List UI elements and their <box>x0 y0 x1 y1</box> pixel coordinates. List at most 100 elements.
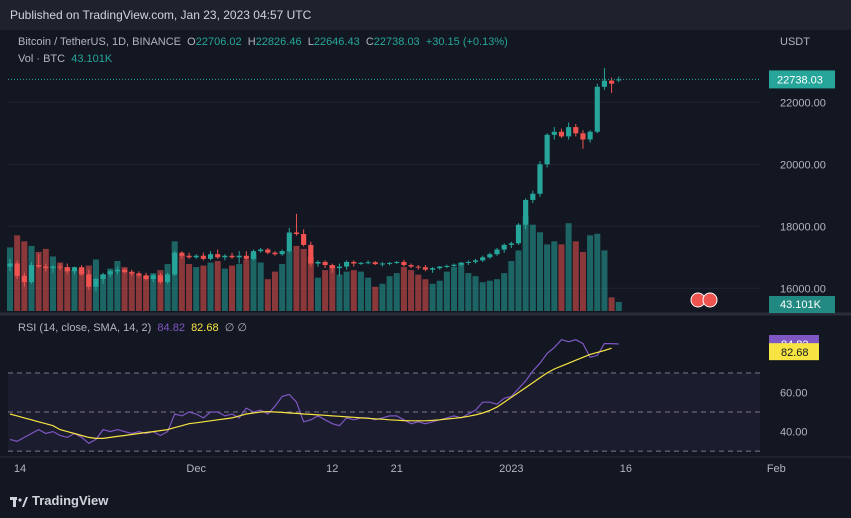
volume-bar-44 <box>322 270 329 311</box>
volume-bar-7 <box>57 262 64 311</box>
time-axis-tick-3: 21 <box>391 463 403 475</box>
candle-body-47 <box>344 261 350 267</box>
candle-body-50 <box>365 262 371 264</box>
tradingview-logo[interactable]: TradingView <box>10 493 108 508</box>
time-axis-tick-2: 12 <box>326 463 338 475</box>
rsi-band-fill <box>8 372 760 452</box>
volume-bar-21 <box>157 270 164 311</box>
candle-body-60 <box>437 266 443 269</box>
candle-body-0 <box>7 263 13 267</box>
published-bar: Published on TradingView.com, Jan 23, 20… <box>0 0 851 30</box>
volume-bar-34 <box>250 253 257 311</box>
rsi-line <box>9 339 619 445</box>
candle-body-12 <box>93 279 99 287</box>
candle-body-36 <box>265 249 271 253</box>
change-value: +30.15 (+0.13%) <box>425 36 508 48</box>
candle-body-46 <box>336 266 343 269</box>
rsi-axis-tick-1: 40.00 <box>780 427 808 439</box>
close-value: 22738.03 <box>373 36 420 48</box>
volume-bar-13 <box>100 274 107 311</box>
volume-bar-38 <box>279 264 286 311</box>
volume-value: 43.101K <box>71 53 113 65</box>
symbol-title: Bitcoin / TetherUS, 1D, BINANCE <box>18 36 182 48</box>
candle-body-67 <box>487 254 493 258</box>
rsi-extra: ∅ ∅ <box>224 322 247 334</box>
candle-body-23 <box>172 252 178 275</box>
volume-bar-15 <box>114 261 121 311</box>
volume-legend[interactable]: Vol · BTC 43.101K <box>18 53 112 65</box>
volume-bar-67 <box>486 280 493 311</box>
candle-body-41 <box>301 234 307 245</box>
volume-bar-14 <box>107 268 114 311</box>
candle-body-81 <box>587 131 593 140</box>
volume-bar-24 <box>178 254 185 311</box>
candle-body-44 <box>322 261 328 266</box>
volume-bar-43 <box>314 277 321 311</box>
candlesticks <box>7 68 760 292</box>
candle-body-73 <box>530 193 536 200</box>
price-chart[interactable]: USDT 22000.00 20000.00 18000.00 16000.00 60.0… <box>0 30 851 485</box>
volume-bar-8 <box>64 267 71 311</box>
candle-body-65 <box>472 260 479 262</box>
candle-body-31 <box>229 255 235 258</box>
candle-body-20 <box>150 275 156 279</box>
candle-body-10 <box>79 267 85 275</box>
candle-body-72 <box>523 199 529 225</box>
volume-bar-6 <box>49 256 56 311</box>
volume-bar-17 <box>128 271 135 311</box>
volume-bar-69 <box>501 273 508 311</box>
candle-body-58 <box>422 267 428 270</box>
volume-bar-68 <box>494 279 501 311</box>
volume-bar-0 <box>6 247 14 311</box>
volume-bar-47 <box>343 271 350 311</box>
candle-body-27 <box>200 255 206 259</box>
candle-body-16 <box>122 269 128 273</box>
candle-body-37 <box>272 252 278 255</box>
candle-body-80 <box>580 133 586 140</box>
candle-body-13 <box>100 274 106 279</box>
rsi-title: RSI (14, close, SMA, 14, 2) <box>18 322 152 334</box>
candle-body-26 <box>193 255 199 258</box>
volume-bar-60 <box>436 280 443 311</box>
candle-body-29 <box>215 254 221 258</box>
candle-body-77 <box>558 131 565 137</box>
sma-line <box>9 347 612 439</box>
symbol-legend[interactable]: Bitcoin / TetherUS, 1D, BINANCE O22706.0… <box>18 36 508 48</box>
candle-body-43 <box>315 261 321 264</box>
volume-bar-46 <box>336 274 343 311</box>
volume-bar-35 <box>257 262 264 311</box>
rsi-legend[interactable]: RSI (14, close, SMA, 14, 2) 84.82 82.68 … <box>18 321 247 334</box>
candle-body-14 <box>107 271 113 275</box>
volume-bar-77 <box>558 244 565 311</box>
open-value: 22706.02 <box>195 36 242 48</box>
volume-label: Vol · BTC <box>18 53 66 65</box>
volume-bar-85 <box>615 301 622 311</box>
volume-bar-57 <box>415 274 422 311</box>
candle-body-45 <box>329 265 335 269</box>
volume-bar-40 <box>293 245 300 311</box>
time-axis-tick-5: 16 <box>620 463 632 475</box>
published-text: Published on TradingView.com, Jan 23, 20… <box>10 8 312 22</box>
price-axis-currency: USDT <box>780 36 810 48</box>
tradingview-logo-text: TradingView <box>32 493 109 508</box>
candle-body-79 <box>573 127 579 134</box>
volume-bar-42 <box>307 256 314 311</box>
volume-bar-65 <box>472 276 479 311</box>
candle-body-7 <box>57 266 63 268</box>
candle-body-35 <box>258 249 264 252</box>
candle-body-56 <box>408 265 414 267</box>
volume-bar-58 <box>422 279 429 311</box>
rsi-pane <box>9 339 619 445</box>
us-flag-icon-b <box>702 292 718 308</box>
candle-body-66 <box>480 257 486 261</box>
candle-body-62 <box>451 264 457 266</box>
candle-body-85 <box>616 79 622 81</box>
candle-body-54 <box>394 261 400 263</box>
volume-bar-82 <box>594 233 601 311</box>
volume-bar-22 <box>164 264 171 311</box>
candle-body-1 <box>14 263 20 276</box>
volume-bar-45 <box>329 265 336 311</box>
last-price-label-bg <box>769 70 835 89</box>
sma-last-label-bg <box>769 343 819 361</box>
last-volume-label-bg <box>769 296 835 313</box>
